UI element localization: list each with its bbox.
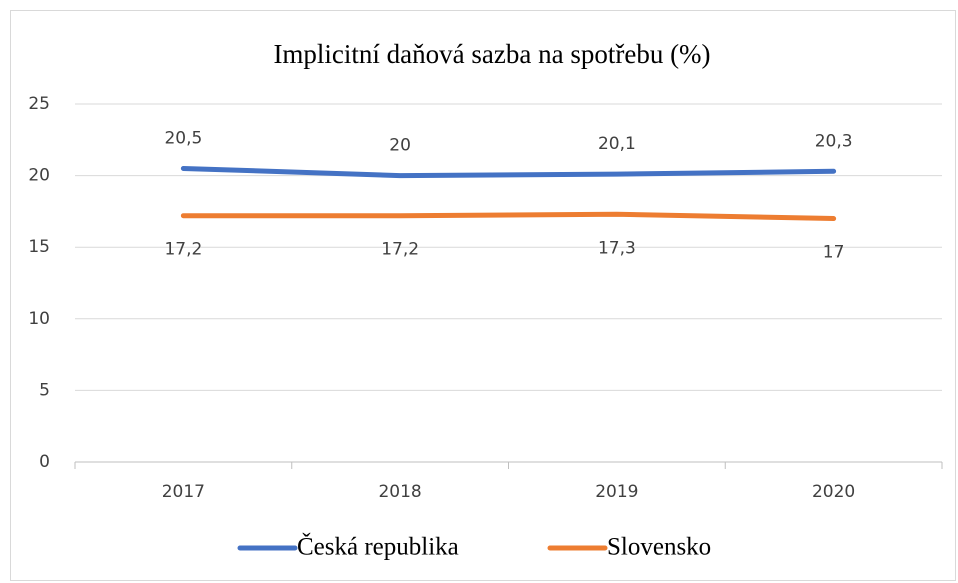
y-tick-label: 5 bbox=[39, 380, 50, 400]
data-label: 20 bbox=[389, 136, 411, 156]
data-label: 20,1 bbox=[598, 134, 636, 154]
data-label: 17 bbox=[823, 243, 845, 263]
x-tick-label: 2017 bbox=[162, 482, 205, 502]
data-label: 20,5 bbox=[164, 128, 202, 148]
data-label: 17,2 bbox=[164, 240, 202, 260]
data-label: 20,3 bbox=[815, 131, 853, 151]
chart-border bbox=[10, 10, 956, 581]
chart-title: Implicitní daňová sazba na spotřebu (%) bbox=[273, 39, 710, 69]
series-line bbox=[180, 165, 837, 179]
legend-label: Česká republika bbox=[297, 533, 459, 561]
y-tick-label: 0 bbox=[39, 452, 50, 472]
x-tick-label: 2020 bbox=[812, 482, 855, 502]
x-tick-label: 2019 bbox=[595, 482, 638, 502]
data-label: 17,3 bbox=[598, 238, 636, 258]
y-tick-label: 20 bbox=[28, 166, 50, 186]
legend-label: Slovensko bbox=[607, 534, 711, 561]
x-tick-label: 2018 bbox=[378, 482, 421, 502]
y-tick-label: 10 bbox=[28, 309, 50, 329]
series-line bbox=[180, 211, 837, 222]
y-tick-label: 15 bbox=[28, 237, 50, 257]
y-tick-label: 25 bbox=[28, 94, 50, 114]
data-label: 17,2 bbox=[381, 240, 419, 260]
